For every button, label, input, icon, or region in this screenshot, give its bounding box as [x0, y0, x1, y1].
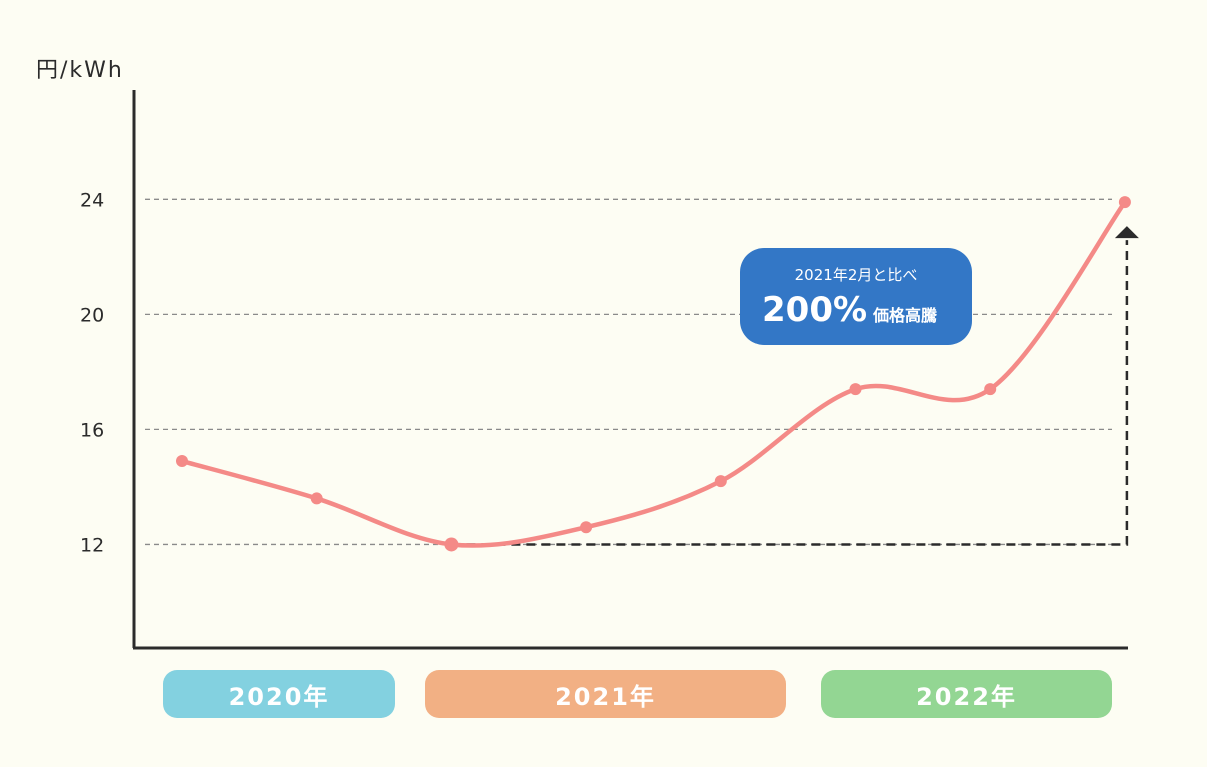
data-point-2 [310, 492, 323, 505]
price-increase-callout: 2021年2月と比べ 200% 価格高騰 [740, 248, 972, 345]
callout-comparison-text: 2021年2月と比べ [794, 266, 918, 284]
y-tick-label-24: 24 [80, 189, 104, 211]
year-label-2022: 2022年 [821, 670, 1112, 718]
rise-dashed-path [451, 240, 1129, 546]
y-axis-ticks: 12 16 20 24 [80, 189, 104, 556]
data-point-4 [580, 521, 593, 534]
y-tick-label-20: 20 [80, 304, 104, 326]
price-series-line [179, 199, 1128, 548]
data-point-5 [714, 475, 727, 488]
callout-price-surge-text: 価格高騰 [873, 306, 938, 325]
rise-indicator [451, 226, 1139, 546]
data-point-3 [444, 537, 459, 552]
y-tick-label-12: 12 [80, 534, 104, 556]
rise-arrow-head [1114, 226, 1139, 239]
price-series-points [176, 196, 1131, 552]
y-tick-label-16: 16 [80, 419, 104, 441]
year-label-2021: 2021年 [425, 670, 786, 718]
data-point-6 [849, 383, 862, 396]
data-point-7 [984, 383, 997, 396]
data-point-1 [176, 455, 188, 468]
year-label-2020: 2020年 [163, 670, 395, 718]
y-axis-unit-label: 円/kWh [36, 58, 124, 83]
data-point-8 [1118, 196, 1131, 209]
callout-percentage: 200% [762, 290, 868, 330]
